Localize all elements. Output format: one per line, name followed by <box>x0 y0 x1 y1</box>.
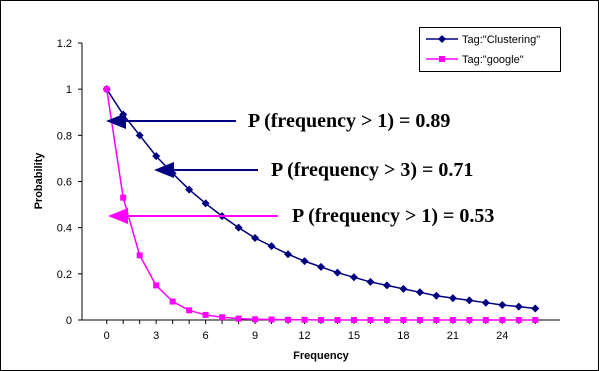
data-point-series-0 <box>201 199 210 208</box>
data-point-series-0 <box>531 304 540 313</box>
data-point-series-1 <box>416 317 423 323</box>
y-tick-label: 1 <box>66 84 72 96</box>
y-tick-label: 0.6 <box>57 177 72 189</box>
data-point-series-1 <box>268 316 275 323</box>
data-point-series-1 <box>433 317 440 323</box>
data-point-series-1 <box>350 317 357 323</box>
data-point-series-1 <box>252 316 259 323</box>
data-point-series-1 <box>120 194 127 201</box>
data-point-series-1 <box>318 317 324 323</box>
y-tick-label: 0.8 <box>57 130 72 142</box>
annotation-arrowhead-2 <box>108 208 128 224</box>
data-point-series-1 <box>136 252 143 259</box>
data-point-series-0 <box>415 288 424 297</box>
data-point-series-1 <box>383 317 390 323</box>
data-point-series-0 <box>514 302 523 311</box>
data-point-series-1 <box>301 316 308 323</box>
data-point-series-0 <box>432 291 441 300</box>
data-point-series-1 <box>235 315 242 322</box>
data-point-series-0 <box>185 185 194 194</box>
data-point-series-1 <box>202 311 209 318</box>
annotations: P (frequency > 1) = 0.89 P (frequency > … <box>106 110 494 227</box>
y-tick-label: 0 <box>66 315 72 327</box>
x-tick-label: 12 <box>298 330 310 342</box>
data-point-series-0 <box>152 152 161 161</box>
annotation-text-0: P (frequency > 1) = 0.89 <box>248 110 450 132</box>
data-point-series-0 <box>481 298 490 307</box>
data-point-series-0 <box>267 242 276 251</box>
x-tick-label: 6 <box>203 330 209 342</box>
legend-marker-1 <box>439 56 445 62</box>
legend-label-1: Tag:"google" <box>462 54 524 66</box>
data-point-series-1 <box>367 317 374 323</box>
data-point-series-0 <box>349 273 358 282</box>
data-point-series-0 <box>465 296 474 305</box>
annotation-text-1: P (frequency > 3) = 0.71 <box>271 159 473 181</box>
data-point-series-1 <box>449 317 456 323</box>
annotation-arrowhead-1 <box>154 162 174 178</box>
data-point-series-1 <box>499 317 506 323</box>
x-tick-label: 21 <box>447 330 459 342</box>
x-tick-label: 18 <box>397 330 409 342</box>
data-point-series-1 <box>466 317 473 323</box>
data-point-series-0 <box>448 294 457 303</box>
data-point-series-1 <box>285 316 292 323</box>
legend-label-0: Tag:"Clustering" <box>462 34 540 46</box>
data-point-series-1 <box>334 317 341 323</box>
y-axis-title: Probability <box>33 152 45 210</box>
data-point-series-0 <box>234 223 243 232</box>
data-point-series-1 <box>169 298 176 305</box>
x-tick-label: 15 <box>348 330 360 342</box>
x-tick-label: 24 <box>496 330 508 342</box>
data-point-series-1 <box>400 317 407 323</box>
annotation-arrowhead-0 <box>106 113 126 129</box>
data-point-series-0 <box>333 268 342 277</box>
data-point-series-0 <box>382 281 391 290</box>
x-axis-title: Frequency <box>293 350 350 362</box>
data-point-series-1 <box>103 86 110 93</box>
data-point-series-1 <box>186 307 193 314</box>
legend: Tag:"Clustering" Tag:"google" <box>419 27 561 72</box>
y-tick-label: 0.2 <box>57 269 72 281</box>
data-point-series-0 <box>135 131 144 140</box>
data-point-series-1 <box>482 317 489 323</box>
x-tick-label: 3 <box>153 330 159 342</box>
legend-marker-0 <box>438 35 446 43</box>
data-point-series-0 <box>284 250 293 259</box>
annotation-text-2: P (frequency > 1) = 0.53 <box>292 205 494 227</box>
series-layer <box>102 85 540 323</box>
legend-box <box>419 27 561 72</box>
data-point-series-1 <box>219 314 226 321</box>
data-point-series-1 <box>153 282 160 289</box>
data-point-series-0 <box>300 257 309 266</box>
y-tick-label: 1.2 <box>57 38 72 50</box>
y-ticks: 0 0.2 0.4 0.6 0.8 1 1.2 <box>57 38 82 327</box>
data-point-series-1 <box>532 317 539 323</box>
data-point-series-0 <box>251 234 260 243</box>
data-point-series-0 <box>317 262 325 271</box>
data-point-series-0 <box>498 300 507 309</box>
x-tick-label: 9 <box>252 330 258 342</box>
y-tick-label: 0.4 <box>57 223 72 235</box>
data-point-series-1 <box>515 317 522 323</box>
data-point-series-0 <box>366 277 375 286</box>
x-tick-label: 0 <box>104 330 110 342</box>
data-point-series-0 <box>399 284 408 293</box>
